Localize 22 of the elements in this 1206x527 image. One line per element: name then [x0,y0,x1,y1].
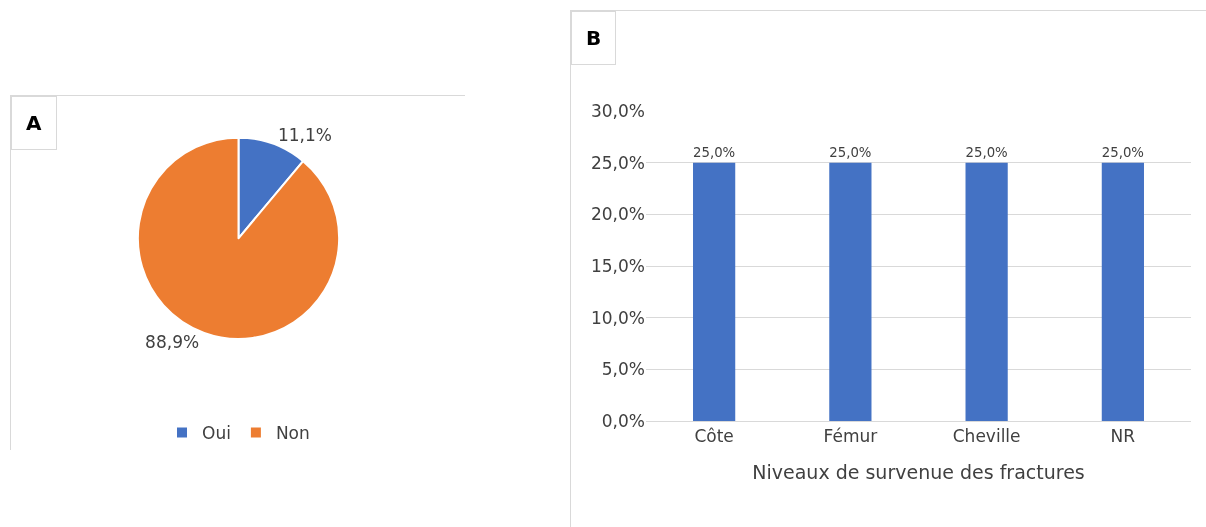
y-tick-label: 15,0% [590,255,645,276]
x-tick-label: Fémur [823,426,878,447]
y-tick-label: 5,0% [601,359,645,380]
y-tick-label: 20,0% [590,204,645,225]
data-label: 11,1% [277,124,332,145]
y-tick-label: 10,0% [590,307,645,328]
chart-title: A [26,111,42,135]
y-tick-label: 0,0% [601,410,645,431]
legend-label: Non [275,423,310,444]
data-label: 88,9% [145,331,200,352]
x-axis-title: Niveaux de survenue des fractures [752,461,1085,484]
x-tick-label: NR [1110,426,1136,447]
data-label: 25,0% [693,144,736,160]
x-tick-label: Côte [694,426,734,447]
x-tick-label: Cheville [952,426,1021,447]
data-label: 25,0% [1101,144,1144,160]
y-tick-label: 30,0% [590,100,645,121]
data-label: 25,0% [965,144,1008,160]
y-tick-label: 25,0% [590,152,645,173]
legend-label: Oui [202,423,231,444]
chart-title: B [586,26,602,50]
data-label: 25,0% [829,144,872,160]
